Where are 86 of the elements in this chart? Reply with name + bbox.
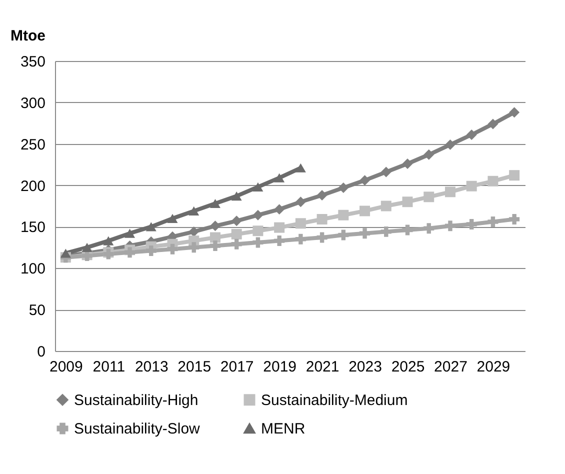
point bbox=[274, 222, 285, 233]
point bbox=[444, 220, 456, 232]
point bbox=[274, 173, 285, 182]
point bbox=[444, 186, 456, 198]
point bbox=[380, 166, 392, 178]
point bbox=[103, 236, 114, 246]
point bbox=[188, 206, 200, 216]
x-tick-label: 2017 bbox=[220, 358, 254, 376]
point bbox=[82, 242, 92, 252]
legend-label: Sustainability-Medium bbox=[261, 392, 408, 409]
point bbox=[338, 210, 349, 220]
point bbox=[124, 228, 136, 238]
point bbox=[124, 247, 136, 258]
point bbox=[167, 244, 178, 254]
point bbox=[252, 182, 264, 192]
point bbox=[488, 216, 498, 227]
point bbox=[295, 163, 306, 172]
point bbox=[146, 246, 156, 256]
point bbox=[402, 158, 413, 169]
point bbox=[274, 204, 285, 215]
point bbox=[466, 180, 477, 192]
point bbox=[424, 192, 434, 202]
y-tick-label: 0 bbox=[37, 344, 46, 360]
point bbox=[360, 228, 370, 239]
x-tick-label: 2013 bbox=[134, 358, 168, 376]
point bbox=[188, 226, 200, 237]
point bbox=[252, 226, 264, 236]
point bbox=[466, 130, 477, 140]
y-tick-label: 50 bbox=[28, 302, 46, 320]
y-tick-label: 300 bbox=[20, 94, 46, 112]
point bbox=[274, 236, 285, 246]
point bbox=[252, 237, 264, 248]
y-tick-label: 250 bbox=[20, 136, 46, 154]
point bbox=[210, 232, 220, 243]
point bbox=[252, 210, 264, 220]
point bbox=[360, 175, 370, 186]
point bbox=[231, 192, 242, 201]
y-axis-title: Mtoe bbox=[10, 28, 46, 44]
point bbox=[509, 170, 520, 181]
point bbox=[210, 220, 220, 232]
point bbox=[210, 240, 220, 252]
point bbox=[488, 176, 498, 186]
point bbox=[466, 218, 477, 230]
point bbox=[210, 198, 220, 208]
point bbox=[424, 223, 434, 234]
point bbox=[295, 196, 306, 208]
point bbox=[316, 190, 328, 200]
y-tick-label: 200 bbox=[20, 178, 46, 195]
point bbox=[509, 214, 520, 224]
point bbox=[402, 224, 413, 236]
point bbox=[316, 232, 328, 243]
point bbox=[380, 226, 392, 237]
legend-label: Sustainability-Slow bbox=[74, 420, 200, 438]
legend-label: Sustainability-High bbox=[74, 392, 198, 409]
x-tick-label: 2011 bbox=[92, 358, 126, 376]
x-tick-label: 2027 bbox=[434, 358, 468, 376]
point bbox=[231, 238, 242, 250]
x-tick-label: 2025 bbox=[391, 358, 425, 376]
point bbox=[338, 182, 349, 194]
point bbox=[402, 196, 413, 208]
y-tick-label: 100 bbox=[20, 260, 46, 278]
point bbox=[509, 107, 520, 118]
x-tick-label: 2009 bbox=[49, 358, 83, 376]
point bbox=[424, 149, 434, 160]
point bbox=[380, 200, 392, 212]
x-tick-label: 2019 bbox=[263, 358, 297, 376]
y-tick-label: 350 bbox=[20, 54, 46, 70]
x-tick-label: 2021 bbox=[306, 358, 340, 376]
point bbox=[295, 234, 306, 244]
point bbox=[316, 214, 328, 224]
point bbox=[338, 230, 349, 240]
y-tick-label: 150 bbox=[20, 219, 46, 236]
point bbox=[444, 139, 456, 150]
point bbox=[167, 214, 178, 223]
point bbox=[295, 218, 306, 229]
x-tick-label: 2015 bbox=[178, 358, 212, 376]
x-tick-label: 2023 bbox=[348, 358, 382, 376]
point bbox=[360, 206, 370, 216]
legend-label: MENR bbox=[261, 420, 306, 438]
point bbox=[60, 248, 71, 258]
point bbox=[231, 228, 242, 240]
point bbox=[231, 216, 242, 226]
point bbox=[188, 242, 200, 253]
x-tick-label: 2029 bbox=[476, 358, 510, 376]
point bbox=[146, 222, 156, 232]
point bbox=[488, 118, 498, 130]
